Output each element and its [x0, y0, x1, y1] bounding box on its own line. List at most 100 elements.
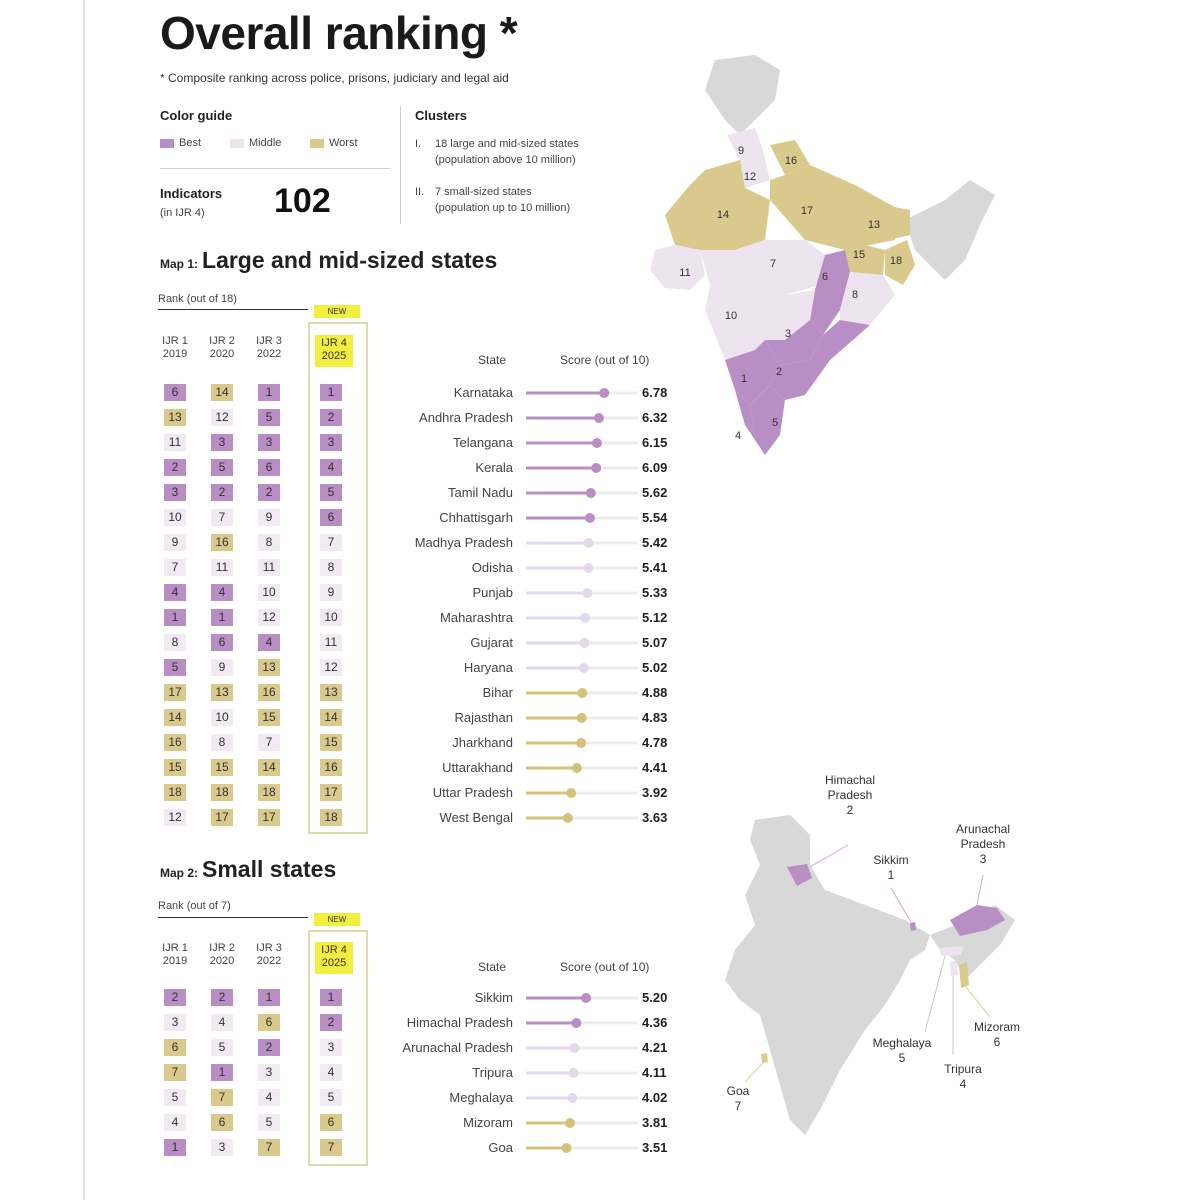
rank-cell: 12: [164, 809, 186, 826]
score-value: 5.62: [642, 485, 668, 500]
rank-cell: 8: [320, 559, 342, 576]
map1-num-13: 13: [868, 219, 880, 231]
table2-col-header-2: IJR 2 2020: [202, 942, 242, 968]
score-value: 5.20: [642, 990, 668, 1005]
map1-region-odisha: [840, 272, 895, 325]
rank-cell: 2: [258, 1039, 280, 1056]
map1-num-9: 9: [738, 145, 744, 157]
state-name: Himachal Pradesh: [406, 1015, 513, 1030]
col-header-year: 2025: [321, 350, 347, 362]
score-value: 5.12: [642, 610, 668, 625]
map2-label-arunachal-name: Arunachal Pradesh: [955, 822, 1011, 851]
map1-region-northeast-grey: [905, 180, 995, 280]
score-dot: [564, 1118, 575, 1128]
rank-cell: 14: [164, 709, 186, 726]
table2-col-header-1: IJR 1 2019: [155, 942, 195, 968]
map2-rank-label: Rank (out of 7): [158, 900, 231, 912]
state-name: Sikkim: [474, 990, 513, 1005]
guide-best-label: Best: [179, 137, 202, 149]
map2-title: Small states: [202, 856, 337, 882]
table2-state-header: State: [478, 960, 507, 974]
rank-cell: 10: [211, 709, 233, 726]
rank-cell: 2: [320, 409, 342, 426]
cluster-2-line2: (population up to 10 million): [435, 202, 571, 214]
rank-cell: 4: [211, 584, 233, 601]
map1-num-2: 2: [776, 366, 782, 378]
rank-cell: 12: [258, 609, 280, 626]
col-header-label: IJR 2: [209, 335, 235, 347]
map1-num-12: 12: [744, 171, 756, 183]
map1-region-jharkhand: [845, 245, 885, 275]
map2-leader-arunachal: [976, 874, 984, 906]
state-name: Odisha: [471, 560, 513, 575]
score-value: 4.21: [642, 1040, 668, 1055]
score-value: 4.02: [642, 1090, 668, 1105]
rank-cell: 7: [258, 734, 280, 751]
map2-new-column-box: [308, 930, 368, 1166]
map1-prefix: Map 1:: [160, 257, 199, 271]
rank-cell: 15: [258, 709, 280, 726]
map2-himachal: [787, 864, 812, 886]
rank-cell: 3: [258, 434, 280, 451]
rank-cell: 3: [164, 1014, 186, 1031]
table1-col-header-4: IJR 4 2025: [315, 335, 353, 367]
map2-rank-rule: [158, 917, 308, 918]
rank-cell: 4: [164, 584, 186, 601]
rank-cell: 6: [320, 1114, 342, 1131]
map2-new-badge: NEW: [314, 913, 360, 926]
col-header-year: 2022: [256, 955, 282, 967]
map1-region-madhya-pradesh: [700, 240, 825, 295]
map1-region-maharashtra: [705, 285, 815, 360]
rank-cell: 9: [211, 659, 233, 676]
rank-cell: 9: [258, 509, 280, 526]
rank-cell: 1: [164, 1139, 186, 1156]
table1-col-header-1: IJR 1 2019: [155, 335, 195, 361]
rank-cell: 11: [164, 434, 186, 451]
rank-cell: 14: [258, 759, 280, 776]
rank-cell: 11: [211, 559, 233, 576]
map2-label-mizoram-name: Mizoram: [973, 1020, 1020, 1034]
score-dot: [576, 713, 587, 723]
rank-cell: 1: [320, 384, 342, 401]
map2-leader-goa: [744, 1062, 764, 1083]
map1-num-8: 8: [852, 289, 858, 301]
rank-cell: 17: [211, 809, 233, 826]
score-dot: [567, 1093, 578, 1103]
score-dot: [585, 488, 596, 498]
col-header-year: 2020: [209, 348, 235, 360]
rank-cell: 1: [211, 1064, 233, 1081]
rank-cell: 18: [258, 784, 280, 801]
map1-rank-label: Rank (out of 18): [158, 293, 237, 305]
map2-label-arunachal: Arunachal Pradesh 3: [938, 822, 1028, 867]
rank-cell: 6: [164, 1039, 186, 1056]
map2-goa: [761, 1053, 768, 1063]
map1-num-4: 4: [735, 430, 741, 442]
state-name: Meghalaya: [449, 1090, 513, 1105]
map1-region-telangana: [765, 320, 823, 365]
map2-india-grey: [725, 815, 930, 1135]
col-header-label: IJR 1: [162, 335, 188, 347]
rank-cell: 9: [320, 584, 342, 601]
map1-region-rajasthan: [665, 160, 770, 250]
state-name: Rajasthan: [454, 710, 513, 725]
rank-cell: 5: [258, 1114, 280, 1131]
table2-score-plot: [526, 993, 638, 1153]
col-header-label: IJR 2: [209, 942, 235, 954]
rank-cell: 2: [320, 1014, 342, 1031]
state-name: Chhattisgarh: [439, 510, 513, 525]
score-value: 4.88: [642, 685, 668, 700]
table1-score-header: Score (out of 10): [560, 353, 650, 367]
map2-label-mizoram: Mizoram 6: [962, 1020, 1032, 1050]
rank-cell: 10: [320, 609, 342, 626]
rank-cell: 12: [211, 409, 233, 426]
rank-cell: 16: [211, 534, 233, 551]
indicators-value: 102: [274, 182, 331, 220]
rank-cell: 5: [211, 1039, 233, 1056]
score-dot: [579, 638, 590, 648]
score-dot: [583, 538, 594, 548]
map1-num-18: 18: [890, 255, 902, 267]
rank-cell: 2: [164, 459, 186, 476]
rank-cell: 13: [211, 684, 233, 701]
map1-num-14: 14: [717, 209, 729, 221]
score-value: 6.78: [642, 385, 668, 400]
